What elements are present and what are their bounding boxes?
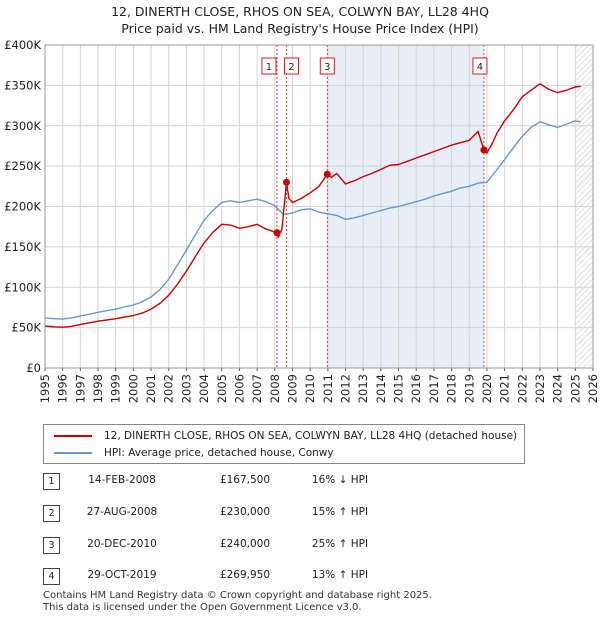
title-line-1: 12, DINERTH CLOSE, RHOS ON SEA, COLWYN B… <box>111 4 489 19</box>
x-tick-label: 2023 <box>533 374 547 403</box>
y-tick-label: £0 <box>26 361 41 375</box>
sale-hpi-diff: 15% ↑ HPI <box>311 506 369 518</box>
x-tick-label: 2022 <box>515 374 529 403</box>
sale-point <box>480 146 488 154</box>
sale-date: 20-DEC-2010 <box>87 538 157 550</box>
sale-price: £230,000 <box>219 506 271 518</box>
x-tick-label: 2006 <box>232 374 246 403</box>
legend-label-property: 12, DINERTH CLOSE, RHOS ON SEA, COLWYN B… <box>104 430 518 442</box>
plot-border <box>44 44 594 369</box>
sale-price: £167,500 <box>219 474 271 486</box>
y-tick-label: £50K <box>12 321 42 335</box>
sale-label-box <box>319 57 335 75</box>
chart-title: 12, DINERTH CLOSE, RHOS ON SEA, COLWYN B… <box>0 3 600 37</box>
sale-date: 29-OCT-2019 <box>87 569 157 581</box>
sale-date: 27-AUG-2008 <box>86 506 158 518</box>
y-tick-label: £350K <box>4 78 41 92</box>
sale-label-box <box>261 57 277 75</box>
x-tick-label: 2010 <box>303 374 317 403</box>
table-row: 4 29-OCT-2019 £269,950 13% ↑ HPI <box>0 568 600 588</box>
x-tick-label: 2001 <box>144 374 158 403</box>
x-tick-label: 2002 <box>162 374 176 403</box>
footer-attribution: Contains HM Land Registry data © Crown c… <box>43 590 432 614</box>
price-chart: £0 £50K £100K £150K £200K £250K £300K £350K £400… <box>4 38 600 403</box>
sale-point <box>273 229 281 237</box>
y-tick-label: £200K <box>4 200 41 214</box>
sale-number-badge: 3 <box>43 537 60 554</box>
sale-label-box <box>472 57 488 75</box>
x-tick-label: 2000 <box>126 374 140 403</box>
title-line-2: Price paid vs. HM Land Registry's House … <box>121 21 479 36</box>
x-tick-label: 2016 <box>409 374 423 403</box>
property-series-line <box>44 83 581 328</box>
x-tick-label: 2015 <box>392 374 406 403</box>
x-tick-label: 2020 <box>480 374 494 403</box>
table-row: 3 20-DEC-2010 £240,000 25% ↑ HPI <box>0 537 600 557</box>
x-tick-label: 2005 <box>215 374 229 403</box>
x-tick-label: 1996 <box>56 374 70 403</box>
sale-hpi-diff: 13% ↑ HPI <box>311 569 369 581</box>
sale-label-box <box>283 57 299 75</box>
x-tick-label: 1999 <box>109 374 123 403</box>
x-tick-label: 2026 <box>586 374 600 403</box>
footer-line-1: Contains HM Land Registry data © Crown c… <box>43 590 432 601</box>
x-tick-label: 2014 <box>374 374 388 403</box>
sale-label-text: 4 <box>477 62 483 73</box>
y-tick-label: £250K <box>4 159 41 173</box>
x-tick-label: 2004 <box>197 374 211 403</box>
sale-label-text: 3 <box>324 62 330 73</box>
sale-price: £269,950 <box>219 569 271 581</box>
sale-label-text: 2 <box>288 62 294 73</box>
sale-price: £240,000 <box>219 538 271 550</box>
x-tick-label: 2007 <box>250 374 264 403</box>
sale-hpi-diff: 16% ↓ HPI <box>311 474 369 486</box>
legend-item-property: 12, DINERTH CLOSE, RHOS ON SEA, COLWYN B… <box>54 428 517 444</box>
x-tick-label: 2012 <box>339 374 353 403</box>
y-tick-label: £100K <box>4 280 41 294</box>
x-tick-label: 1997 <box>73 374 87 403</box>
legend-item-hpi: HPI: Average price, detached house, Conw… <box>54 445 334 461</box>
x-tick-label: 2009 <box>285 374 299 403</box>
x-tick-label: 2025 <box>568 374 582 403</box>
y-tick-label: £400K <box>4 38 41 52</box>
sale-point <box>282 178 290 186</box>
x-tick-label: 1995 <box>38 374 52 403</box>
x-tick-label: 2013 <box>356 374 370 403</box>
sale-number-badge: 4 <box>43 568 60 585</box>
legend-label-hpi: HPI: Average price, detached house, Conw… <box>104 447 334 459</box>
x-tick-label: 2011 <box>321 374 335 403</box>
table-row: 2 27-AUG-2008 £230,000 15% ↑ HPI <box>0 505 600 525</box>
x-tick-label: 2018 <box>445 374 459 403</box>
x-tick-label: 2021 <box>498 374 512 403</box>
sale-number-badge: 2 <box>43 505 60 522</box>
x-tick-label: 2024 <box>551 374 565 403</box>
sale-date: 14-FEB-2008 <box>88 474 156 486</box>
footer-line-2: This data is licensed under the Open Gov… <box>43 602 362 613</box>
sale-hpi-diff: 25% ↑ HPI <box>311 538 369 550</box>
y-tick-label: £300K <box>4 119 41 133</box>
chart-legend: 12, DINERTH CLOSE, RHOS ON SEA, COLWYN B… <box>43 424 525 464</box>
x-tick-label: 2019 <box>462 374 476 403</box>
sale-number-badge: 1 <box>43 473 60 490</box>
x-tick-label: 2003 <box>179 374 193 403</box>
x-tick-label: 2017 <box>427 374 441 403</box>
x-tick-label: 2008 <box>268 374 282 403</box>
sale-label-text: 1 <box>266 62 272 73</box>
sale-point <box>323 170 331 178</box>
legend-swatch-hpi <box>54 452 92 454</box>
legend-swatch-property <box>54 435 92 437</box>
table-row: 1 14-FEB-2008 £167,500 16% ↓ HPI <box>0 473 600 493</box>
y-tick-label: £150K <box>4 240 41 254</box>
hpi-series-line <box>44 120 581 320</box>
x-tick-label: 1998 <box>91 374 105 403</box>
